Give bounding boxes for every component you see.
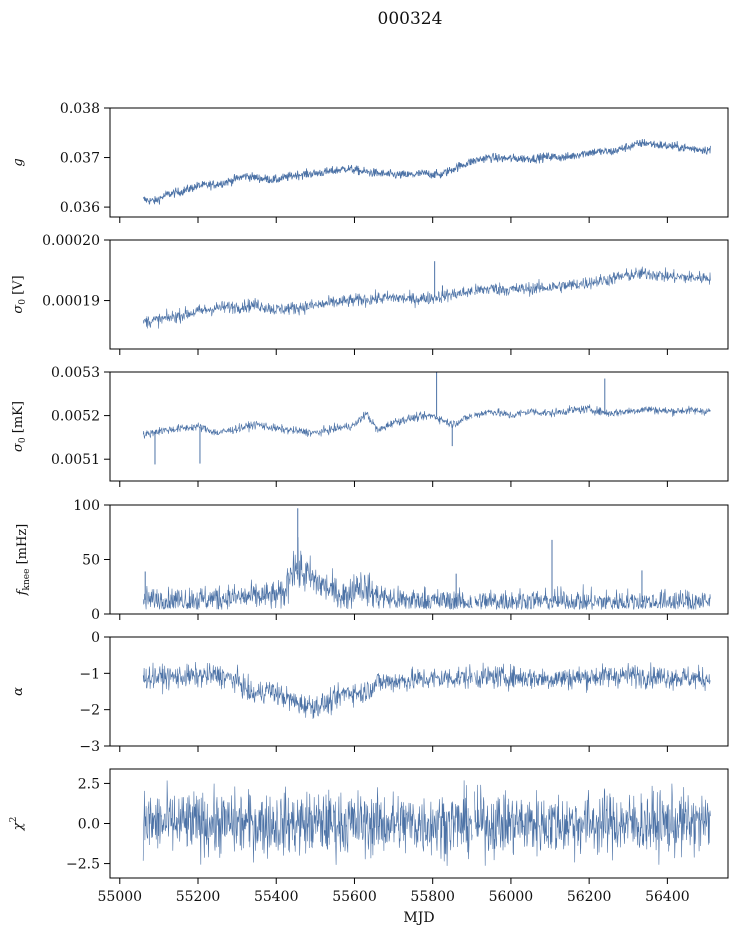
y-tick-label: 0.00020 bbox=[42, 233, 100, 249]
y-tick-label: −2.5 bbox=[66, 857, 100, 873]
y-tick-label: −1 bbox=[79, 666, 100, 682]
y-tick-label: 0.0 bbox=[78, 817, 100, 833]
y-tick-label: 0 bbox=[91, 607, 100, 623]
y-tick-label: 0.037 bbox=[60, 151, 100, 167]
panel-2: 0.00019 0.00020 σ0 [V] bbox=[11, 233, 729, 355]
y-tick-label: 50 bbox=[82, 553, 100, 569]
x-tick-label: 55800 bbox=[410, 889, 455, 905]
x-tick-label: 56400 bbox=[645, 889, 690, 905]
y-axis-label: fknee [mHz] bbox=[15, 524, 32, 597]
axes-frame bbox=[109, 636, 729, 747]
y-tick-label: 0.0051 bbox=[51, 452, 100, 468]
axes-frame bbox=[109, 107, 729, 218]
y-tick-label: 0 bbox=[91, 630, 100, 646]
y-tick-label: 0.0052 bbox=[51, 409, 100, 425]
x-tick-label: 56200 bbox=[567, 889, 612, 905]
panel-4: 0 50 100 fknee [mHz] bbox=[15, 498, 729, 623]
y-axis-label: σ0 [V] bbox=[11, 275, 28, 313]
panel-1: 0.036 0.037 0.038 g bbox=[11, 101, 729, 223]
y-tick-label: 0.036 bbox=[60, 200, 100, 216]
figure-title: 000324 bbox=[378, 9, 443, 29]
panel-5: −3 −2 −1 0 α bbox=[11, 630, 729, 755]
x-tick-label: 55000 bbox=[98, 889, 143, 905]
x-tick-label: 55400 bbox=[254, 889, 299, 905]
panel-3: 0.0051 0.0052 0.0053 σ0 [mK] bbox=[11, 365, 729, 487]
series-line bbox=[142, 266, 711, 329]
series-line bbox=[142, 404, 711, 439]
y-tick-label: 0.00019 bbox=[42, 294, 100, 310]
y-axis-label: χ2 bbox=[9, 817, 26, 832]
y-tick-label: 0.0053 bbox=[51, 365, 100, 381]
x-tick-label: 55200 bbox=[176, 889, 221, 905]
y-tick-label: 100 bbox=[73, 498, 100, 514]
y-tick-label: −2 bbox=[79, 703, 100, 719]
x-tick-label: 55600 bbox=[332, 889, 377, 905]
x-tick-label: 56000 bbox=[489, 889, 534, 905]
series-line bbox=[142, 537, 711, 611]
y-axis-label: g bbox=[11, 158, 26, 166]
y-tick-label: 2.5 bbox=[78, 776, 100, 792]
y-tick-label: −3 bbox=[79, 739, 100, 755]
panel-6: −2.5 0.0 2.5 55000 55200 55400 55600 55800 56000… bbox=[9, 768, 729, 905]
series-line bbox=[142, 780, 711, 866]
axes-frame bbox=[109, 239, 729, 350]
series-line bbox=[142, 661, 711, 720]
y-tick-label: 0.038 bbox=[60, 101, 100, 117]
y-axis-label: α bbox=[11, 687, 26, 696]
x-axis-label: MJD bbox=[403, 910, 434, 926]
y-axis-label: σ0 [mK] bbox=[11, 401, 28, 452]
series-line bbox=[142, 138, 711, 205]
axes-frame bbox=[109, 371, 729, 482]
